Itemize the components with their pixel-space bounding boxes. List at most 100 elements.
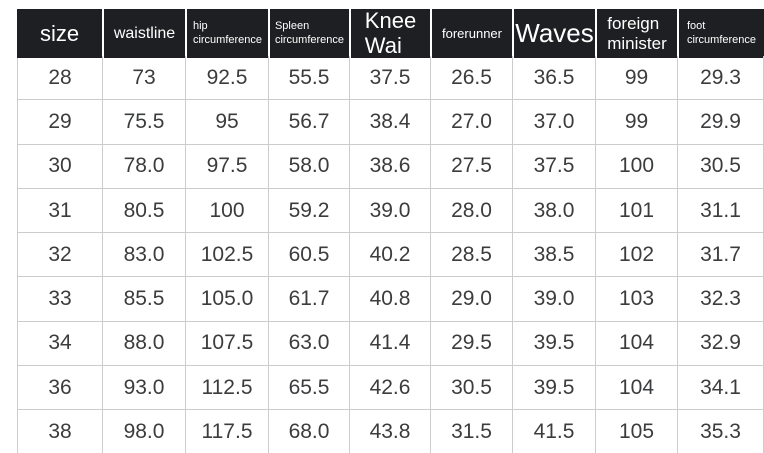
measurement-cell: 39.5 bbox=[513, 321, 596, 367]
column-header-label: Waves bbox=[515, 18, 594, 49]
measurement-cell: 31.7 bbox=[678, 233, 764, 278]
measurement-cell: 59.2 bbox=[269, 188, 350, 234]
measurement-cell: 37.5 bbox=[350, 56, 431, 101]
measurement-cell: 92.5 bbox=[186, 56, 269, 101]
table-row: 36 93.0 112.5 65.5 42.6 30.5 39.5 104 34.1 bbox=[18, 366, 764, 411]
measurement-cell: 34.1 bbox=[678, 366, 764, 411]
measurement-cell: 28.0 bbox=[431, 188, 513, 234]
measurement-cell: 30.5 bbox=[678, 144, 764, 189]
table-row: 38 98.0 117.5 68.0 43.8 31.5 41.5 105 35.3 bbox=[18, 410, 764, 453]
column-header-label: Knee Wai bbox=[364, 8, 417, 58]
measurement-cell: 102 bbox=[596, 233, 678, 278]
measurement-cell: 37.5 bbox=[513, 144, 596, 189]
size-value-cell: 31 bbox=[18, 188, 103, 234]
measurement-cell: 61.7 bbox=[269, 277, 350, 322]
measurement-cell: 39.5 bbox=[513, 366, 596, 411]
measurement-cell: 88.0 bbox=[103, 321, 186, 367]
measurement-cell: 107.5 bbox=[186, 321, 269, 367]
measurement-cell: 105.0 bbox=[186, 277, 269, 322]
measurement-cell: 104 bbox=[596, 366, 678, 411]
table-row: 32 83.0 102.5 60.5 40.2 28.5 38.5 102 31.7 bbox=[18, 233, 764, 278]
size-chart-table: size waistline hip circumference Spleen … bbox=[17, 8, 764, 453]
table-row: 34 88.0 107.5 63.0 41.4 29.5 39.5 104 32.9 bbox=[18, 321, 764, 367]
column-header-label: hip circumference bbox=[192, 19, 263, 46]
measurement-cell: 80.5 bbox=[103, 188, 186, 234]
measurement-cell: 40.2 bbox=[350, 233, 431, 278]
column-header-forerunner: forerunner bbox=[430, 9, 512, 59]
table-row: 28 73 92.5 55.5 37.5 26.5 36.5 99 29.3 bbox=[18, 56, 764, 101]
column-header-waves: Waves bbox=[512, 9, 595, 59]
size-value-cell: 28 bbox=[18, 56, 103, 101]
measurement-cell: 55.5 bbox=[269, 56, 350, 101]
column-header-spleen-circumference: Spleen circumference bbox=[268, 9, 349, 59]
measurement-cell: 29.3 bbox=[678, 56, 764, 101]
column-header-knee-wai: Knee Wai bbox=[349, 8, 430, 59]
measurement-cell: 85.5 bbox=[103, 277, 186, 322]
measurement-cell: 78.0 bbox=[103, 144, 186, 189]
measurement-cell: 98.0 bbox=[103, 410, 186, 453]
measurement-cell: 27.5 bbox=[431, 144, 513, 189]
size-value-cell: 36 bbox=[18, 366, 103, 411]
measurement-cell: 32.3 bbox=[678, 277, 764, 322]
size-value-cell: 32 bbox=[18, 233, 103, 278]
table-row: 29 75.5 95 56.7 38.4 27.0 37.0 99 29.9 bbox=[18, 100, 764, 145]
measurement-cell: 31.1 bbox=[678, 188, 764, 234]
size-value-cell: 38 bbox=[18, 410, 103, 453]
measurement-cell: 60.5 bbox=[269, 233, 350, 278]
measurement-cell: 104 bbox=[596, 321, 678, 367]
measurement-cell: 29.5 bbox=[431, 321, 513, 367]
measurement-cell: 38.0 bbox=[513, 188, 596, 234]
column-header-foot-circumference: foot circumference bbox=[677, 9, 764, 59]
size-value-cell: 29 bbox=[18, 100, 103, 145]
column-header-label: forerunner bbox=[442, 26, 502, 42]
measurement-cell: 65.5 bbox=[269, 366, 350, 411]
measurement-cell: 56.7 bbox=[269, 100, 350, 145]
measurement-cell: 58.0 bbox=[269, 144, 350, 189]
measurement-cell: 41.5 bbox=[513, 410, 596, 453]
measurement-cell: 75.5 bbox=[103, 100, 186, 145]
measurement-cell: 39.0 bbox=[350, 188, 431, 234]
table-row: 31 80.5 100 59.2 39.0 28.0 38.0 101 31.1 bbox=[18, 188, 764, 234]
measurement-cell: 83.0 bbox=[103, 233, 186, 278]
measurement-cell: 28.5 bbox=[431, 233, 513, 278]
measurement-cell: 37.0 bbox=[513, 100, 596, 145]
measurement-cell: 73 bbox=[103, 56, 186, 101]
column-header-label: foreign minister bbox=[607, 14, 667, 53]
measurement-cell: 112.5 bbox=[186, 366, 269, 411]
column-header-label: waistline bbox=[113, 24, 176, 42]
measurement-cell: 35.3 bbox=[678, 410, 764, 453]
size-value-cell: 33 bbox=[18, 277, 103, 322]
column-header-label: size bbox=[39, 20, 80, 46]
measurement-cell: 105 bbox=[596, 410, 678, 453]
size-value-cell: 30 bbox=[18, 144, 103, 189]
column-header-label: Spleen circumference bbox=[274, 19, 345, 46]
measurement-cell: 31.5 bbox=[431, 410, 513, 453]
measurement-cell: 99 bbox=[596, 100, 678, 145]
measurement-cell: 32.9 bbox=[678, 321, 764, 367]
measurement-cell: 99 bbox=[596, 56, 678, 101]
measurement-cell: 42.6 bbox=[350, 366, 431, 411]
column-header-foreign-minister: foreign minister bbox=[595, 9, 677, 59]
measurement-cell: 103 bbox=[596, 277, 678, 322]
measurement-cell: 100 bbox=[596, 144, 678, 189]
measurement-cell: 97.5 bbox=[186, 144, 269, 189]
measurement-cell: 29.9 bbox=[678, 100, 764, 145]
column-header-size: size bbox=[17, 9, 102, 59]
measurement-cell: 36.5 bbox=[513, 56, 596, 101]
measurement-cell: 101 bbox=[596, 188, 678, 234]
column-header-label: foot circumference bbox=[686, 19, 757, 46]
measurement-cell: 102.5 bbox=[186, 233, 269, 278]
column-header-hip-circumference: hip circumference bbox=[185, 9, 268, 59]
measurement-cell: 117.5 bbox=[186, 410, 269, 453]
table-header-row: size waistline hip circumference Spleen … bbox=[17, 8, 764, 59]
measurement-cell: 93.0 bbox=[103, 366, 186, 411]
measurement-cell: 26.5 bbox=[431, 56, 513, 101]
measurement-cell: 41.4 bbox=[350, 321, 431, 367]
size-value-cell: 34 bbox=[18, 321, 103, 367]
measurement-cell: 95 bbox=[186, 100, 269, 145]
measurement-cell: 39.0 bbox=[513, 277, 596, 322]
measurement-cell: 68.0 bbox=[269, 410, 350, 453]
column-header-waistline: waistline bbox=[102, 9, 185, 59]
table-row: 33 85.5 105.0 61.7 40.8 29.0 39.0 103 32.3 bbox=[18, 277, 764, 322]
measurement-cell: 27.0 bbox=[431, 100, 513, 145]
